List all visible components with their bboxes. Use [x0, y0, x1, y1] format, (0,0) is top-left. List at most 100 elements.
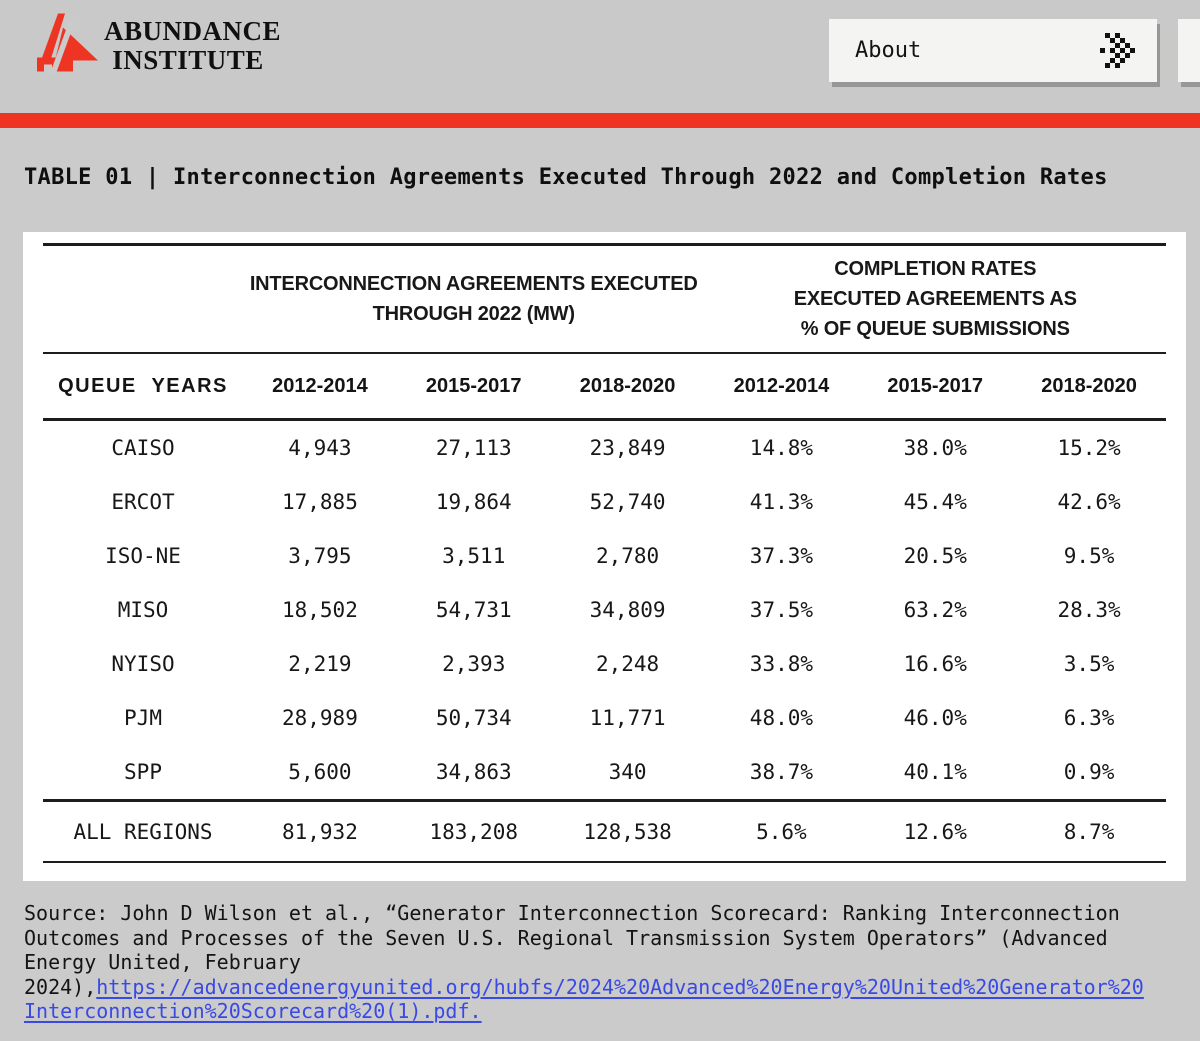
group-header-completion: COMPLETION RATES EXECUTED AGREEMENTS AS … [705, 254, 1167, 344]
value-cell: 42.6% [1057, 490, 1121, 514]
value-cell: 63.2% [903, 598, 967, 622]
page-title: TABLE 01 | Interconnection Agreements Ex… [24, 165, 1108, 190]
value-cell: 6.3% [1063, 706, 1115, 730]
table-row: ISO-NE 3,795 3,511 2,780 37.3% 20.5% 9.5… [23, 529, 1186, 583]
value-cell: 20.5% [903, 544, 967, 568]
region-cell: CAISO [111, 436, 175, 460]
value-cell: 2,248 [595, 652, 660, 676]
region-cell: MISO [117, 598, 169, 622]
table-rule [43, 418, 1166, 421]
value-cell: 16.6% [903, 652, 967, 676]
year-column-header: 2012-2014 [272, 374, 368, 397]
source-link[interactable]: https://advancedenergyunited.org/hubfs/2… [24, 974, 1144, 1024]
value-cell: 41.3% [749, 490, 814, 514]
data-table-card: INTERCONNECTION AGREEMENTS EXECUTED THRO… [23, 232, 1186, 881]
year-column-header: 2018-2020 [1041, 374, 1137, 397]
value-cell: 15.2% [1057, 436, 1121, 460]
value-cell: 12.6% [903, 819, 967, 844]
group-header-line: EXECUTED AGREEMENTS AS [793, 288, 1077, 310]
value-cell: 3,511 [442, 544, 506, 568]
value-cell: 5.6% [756, 819, 807, 844]
queue-years-header: QUEUE YEARS [58, 374, 228, 397]
table-rule [43, 799, 1166, 802]
value-cell: 27,113 [435, 436, 512, 460]
site-header: ABUNDANCE INSTITUTE About [0, 0, 1200, 113]
value-cell: 340 [608, 760, 647, 784]
value-cell: 8.7% [1063, 819, 1115, 844]
value-cell: 3.5% [1063, 652, 1115, 676]
value-cell: 50,734 [435, 706, 512, 730]
value-cell: 183,208 [429, 819, 518, 844]
table-row: NYISO 2,219 2,393 2,248 33.8% 16.6% 3.5% [23, 637, 1186, 691]
group-header-agreements: INTERCONNECTION AGREEMENTS EXECUTED THRO… [243, 269, 705, 329]
value-cell: 17,885 [281, 490, 358, 514]
table-column-header-row: QUEUE YEARS 2012-2014 2015-2017 2018-202… [23, 354, 1186, 418]
value-cell: 37.3% [749, 544, 814, 568]
red-accent-bar [0, 113, 1200, 128]
value-cell: 52,740 [589, 490, 666, 514]
table-row: ERCOT 17,885 19,864 52,740 41.3% 45.4% 4… [23, 475, 1186, 529]
year-column-header: 2018-2020 [579, 374, 676, 397]
value-cell: 5,600 [288, 760, 352, 784]
table-rule-top [43, 243, 1166, 246]
table-row: SPP 5,600 34,863 340 38.7% 40.1% 0.9% [23, 745, 1186, 799]
logo-text: ABUNDANCE INSTITUTE [104, 16, 282, 75]
value-cell: 40.1% [903, 760, 967, 784]
value-cell: 2,393 [442, 652, 506, 676]
region-cell: ISO-NE [105, 544, 181, 568]
year-column-header: 2015-2017 [425, 374, 522, 397]
value-cell: 45.4% [903, 490, 967, 514]
pixel-double-chevron-right-icon [1100, 33, 1135, 68]
value-cell: 81,932 [281, 819, 358, 844]
table-group-header-row: INTERCONNECTION AGREEMENTS EXECUTED THRO… [23, 246, 1186, 352]
group-header-line: % OF QUEUE SUBMISSIONS [800, 318, 1070, 340]
source-note: Source: John D Wilson et al., “Generator… [24, 901, 1150, 1024]
edge-clipped-button[interactable] [1178, 19, 1200, 82]
value-cell: 11,771 [589, 706, 666, 730]
logo-line1: ABUNDANCE [104, 16, 282, 46]
table-row: CAISO 4,943 27,113 23,849 14.8% 38.0% 15… [23, 421, 1186, 475]
table-rule [43, 352, 1166, 354]
about-button-label: About [855, 38, 922, 63]
value-cell: 128,538 [583, 819, 672, 844]
value-cell: 14.8% [749, 436, 814, 460]
value-cell: 37.5% [749, 598, 814, 622]
value-cell: 9.5% [1063, 544, 1115, 568]
region-cell: ALL REGIONS [73, 819, 213, 844]
group-header-line: COMPLETION RATES [834, 258, 1037, 280]
value-cell: 4,943 [288, 436, 352, 460]
logo[interactable]: ABUNDANCE INSTITUTE [33, 13, 282, 75]
table-row: MISO 18,502 54,731 34,809 37.5% 63.2% 28… [23, 583, 1186, 637]
table-row: PJM 28,989 50,734 11,771 48.0% 46.0% 6.3… [23, 691, 1186, 745]
logo-line2: INSTITUTE [112, 45, 264, 75]
value-cell: 34,809 [589, 598, 666, 622]
value-cell: 2,780 [595, 544, 660, 568]
about-button[interactable]: About [829, 19, 1157, 82]
table-rule-bottom [43, 861, 1166, 863]
value-cell: 33.8% [749, 652, 814, 676]
value-cell: 34,863 [435, 760, 512, 784]
value-cell: 28,989 [281, 706, 358, 730]
value-cell: 19,864 [435, 490, 512, 514]
value-cell: 0.9% [1063, 760, 1115, 784]
year-column-header: 2012-2014 [733, 374, 830, 397]
value-cell: 48.0% [749, 706, 814, 730]
value-cell: 28.3% [1057, 598, 1121, 622]
region-cell: ERCOT [111, 490, 175, 514]
table-total-row: ALL REGIONS 81,932 183,208 128,538 5.6% … [23, 802, 1186, 861]
group-header-line: THROUGH 2022 (MW) [372, 303, 575, 325]
value-cell: 38.0% [903, 436, 967, 460]
value-cell: 54,731 [435, 598, 512, 622]
value-cell: 38.7% [749, 760, 814, 784]
value-cell: 18,502 [281, 598, 358, 622]
value-cell: 23,849 [589, 436, 666, 460]
group-header-line: INTERCONNECTION AGREEMENTS EXECUTED [249, 273, 698, 295]
year-column-header: 2015-2017 [887, 374, 984, 397]
value-cell: 46.0% [903, 706, 967, 730]
value-cell: 3,795 [288, 544, 352, 568]
abundance-logo-icon [37, 13, 98, 74]
region-cell: PJM [124, 706, 162, 730]
region-cell: SPP [124, 760, 162, 784]
source-text: Source: John D Wilson et al., “Generator… [24, 901, 1120, 999]
